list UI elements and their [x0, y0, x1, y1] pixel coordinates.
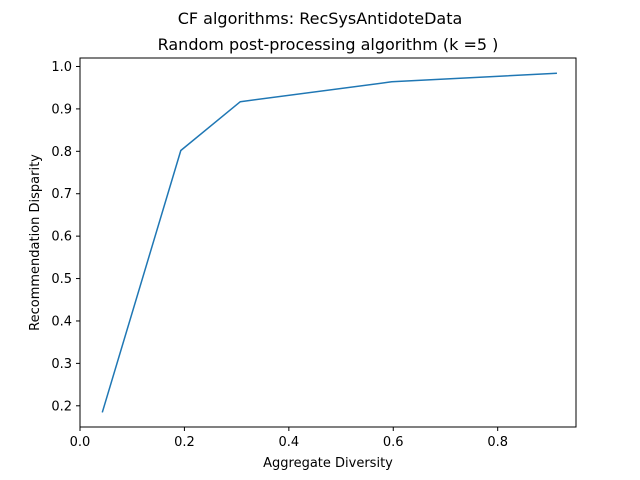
plot-frame [79, 57, 577, 428]
y-tick-label: 1.0 [51, 60, 72, 75]
y-tick-label: 0.8 [51, 145, 72, 160]
y-tick-label: 0.2 [51, 399, 72, 414]
y-tick-label: 0.7 [51, 187, 72, 202]
y-tick-label: 0.6 [51, 230, 72, 245]
y-tick-label: 0.4 [51, 314, 72, 329]
x-tick-label: 0.6 [383, 435, 404, 450]
x-tick-label: 0.0 [70, 435, 91, 450]
y-tick-label: 0.3 [51, 357, 72, 372]
x-axis: 0.0 0.2 0.4 0.6 0.8 [70, 427, 508, 450]
chart-title: CF algorithms: RecSysAntidoteData [178, 9, 463, 28]
series-line [101, 72, 557, 413]
series-layer [101, 72, 557, 413]
x-tick-label: 0.2 [174, 435, 195, 450]
y-axis: 0.2 0.3 0.4 0.5 0.6 0.7 0.8 0.9 1.0 [51, 60, 80, 414]
x-tick-label: 0.8 [487, 435, 508, 450]
y-tick-label: 0.5 [51, 272, 72, 287]
y-axis-label: Recommendation Disparity [28, 154, 43, 331]
y-tick-label: 0.9 [51, 102, 72, 117]
chart-subtitle: Random post-processing algorithm (k =5 ) [158, 35, 499, 54]
x-axis-label: Aggregate Diversity [263, 456, 393, 471]
x-tick-label: 0.4 [278, 435, 299, 450]
